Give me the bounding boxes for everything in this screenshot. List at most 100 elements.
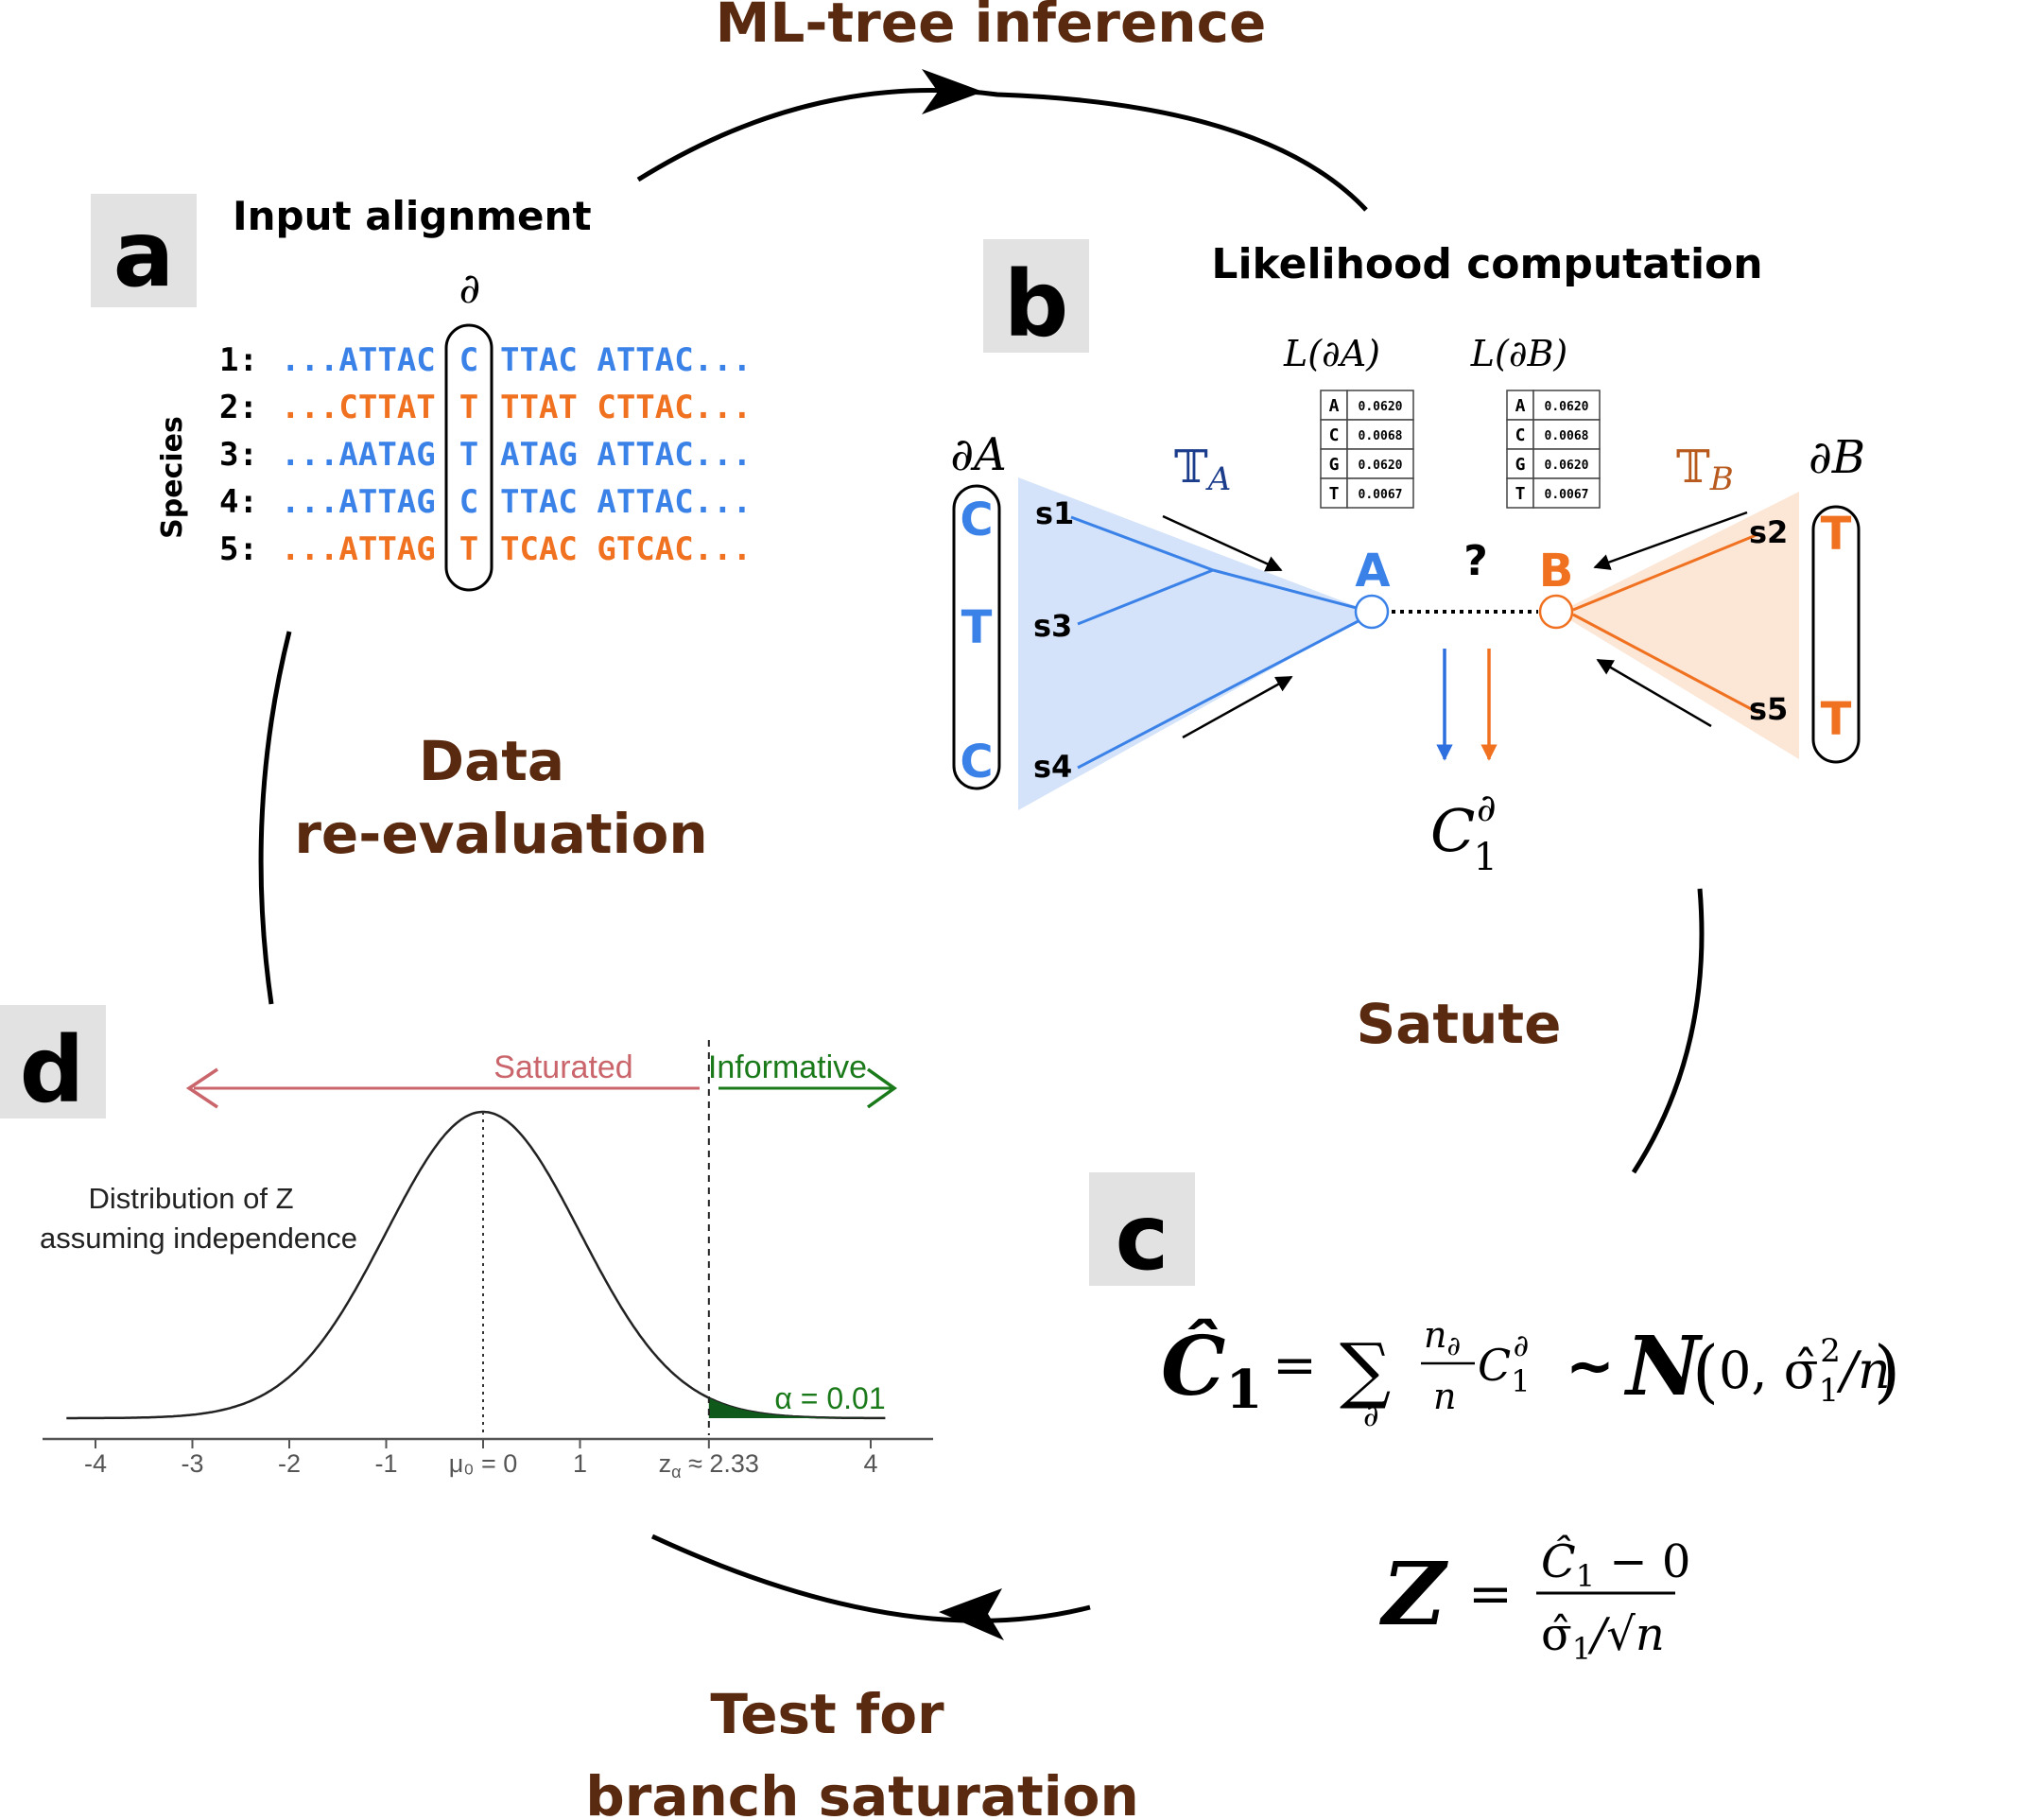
informative-arrowhead	[866, 1067, 898, 1109]
panel-c: c Ĉ1 = ∑ ∂ n∂ n C1∂ ~ N ( 0, σ̂12/n )	[1089, 1172, 1900, 1667]
table-base: T	[1515, 484, 1526, 504]
message-arrows	[1162, 511, 1748, 739]
alignment-rows: 1: ...ATTAC C TTAC ATTAC... 2: ...CTTAT T TTAT …	[219, 341, 752, 568]
table-cell	[1320, 390, 1348, 421]
leaf-label-s1: s1	[1035, 495, 1074, 531]
alignment-seq-left: ...ATTAG	[281, 530, 436, 568]
leaf-label-s2: s2	[1749, 514, 1788, 550]
table-value: 0.0068	[1359, 429, 1403, 443]
table-base: A	[1515, 396, 1526, 416]
svg-text:Z: Z	[1378, 1543, 1448, 1645]
table-value: 0.0067	[1545, 488, 1589, 502]
saturated-label: Saturated	[493, 1049, 632, 1085]
table-cell	[1532, 419, 1601, 450]
tree-B-branches	[1572, 532, 1759, 715]
cycle-arrows	[258, 69, 1705, 1640]
subset-B-label: ∂B	[1809, 431, 1865, 484]
panel-a-letter-box	[91, 194, 197, 307]
alignment-seq-right: TTAT CTTAC...	[500, 389, 752, 426]
cycle-label-branch-saturation: branch saturation	[585, 1764, 1139, 1820]
alignment-seq-right: TCAC GTCAC...	[500, 530, 752, 568]
table-value: 0.0067	[1359, 488, 1403, 502]
x-tick-label: -4	[84, 1449, 107, 1478]
panel-a: a Input alignment ∂ Species 1: ...ATTAC C T…	[91, 193, 752, 592]
x-tick-label: -2	[278, 1449, 301, 1478]
node-A-circle	[1354, 594, 1390, 630]
alignment-seq-left: ...CTTAT	[281, 389, 436, 426]
cycle-arrowhead-top	[922, 69, 983, 114]
subtree-B-shape	[1558, 492, 1799, 759]
node-B-label: B	[1539, 545, 1574, 598]
cycle-arc-left	[258, 631, 292, 1005]
species-axis-label: Species	[156, 416, 189, 539]
alignment-seq-right: ATAG ATTAC...	[500, 436, 752, 474]
table-cell	[1506, 390, 1534, 421]
subset-A-base: C	[960, 736, 993, 789]
estimator-equation: Ĉ1 = ∑ ∂ n∂ n C1∂ ~ N ( 0, σ̂12/n )	[1161, 1314, 1900, 1433]
distribution-label-line1: Distribution of Z	[88, 1182, 293, 1215]
table-base: T	[1329, 484, 1340, 504]
svg-text:n∂: n∂	[1424, 1314, 1461, 1361]
table-cell	[1320, 419, 1348, 450]
subset-A-base: C	[960, 494, 993, 546]
svg-text:C1∂: C1∂	[1478, 1327, 1531, 1399]
table-cell	[1346, 477, 1414, 509]
tree-A-branches	[1070, 515, 1372, 770]
informative-label: Informative	[708, 1049, 867, 1085]
subset-A-pill	[952, 484, 1001, 790]
density-plot: -4 -3 -2 -1 μ₀ = 0 1 zα ≈ 2.33 4	[43, 1040, 933, 1482]
saturated-arrowhead	[185, 1067, 218, 1109]
likelihood-table-B: A 0.0620 C 0.0068 G 0.0620 T 0.0067	[1506, 390, 1601, 509]
cycle-arc-top	[636, 88, 1368, 212]
table-value: 0.0068	[1545, 429, 1589, 443]
node-A-label: A	[1355, 545, 1390, 598]
cycle-label-test-for: Test for	[710, 1682, 944, 1746]
likelihood-A-label: L(∂A)	[1283, 333, 1380, 374]
subtree-A-shape	[1018, 477, 1373, 810]
table-cell	[1346, 419, 1414, 450]
panel-b-letter: b	[1004, 251, 1069, 357]
subset-B-pill	[1811, 505, 1861, 764]
alignment-site: T	[459, 530, 478, 568]
alignment-seq-left: ...ATTAC	[281, 341, 436, 379]
table-cell	[1532, 448, 1601, 479]
likelihood-table-A: A 0.0620 C 0.0068 G 0.0620 T 0.0067	[1320, 390, 1414, 509]
subtree-B-symbol: 𝕋B	[1676, 441, 1734, 498]
x-tick-label: 4	[863, 1449, 877, 1478]
svg-text:Ĉ1 − 0: Ĉ1 − 0	[1541, 1534, 1690, 1594]
panel-a-letter: a	[113, 201, 175, 307]
svg-text:~: ~	[1566, 1331, 1615, 1400]
svg-text:Ĉ1: Ĉ1	[1161, 1319, 1262, 1421]
panel-b-title: Likelihood computation	[1211, 240, 1762, 288]
subtree-A-symbol: 𝕋A	[1174, 441, 1231, 498]
alignment-seq-left: ...AATAG	[281, 436, 436, 474]
alignment-seq-right: TTAC ATTAC...	[500, 341, 752, 379]
svg-text:N: N	[1623, 1319, 1704, 1414]
alignment-row-number: 2:	[219, 389, 258, 426]
subset-B-base: T	[1821, 693, 1852, 746]
alpha-label: α = 0.01	[774, 1381, 885, 1415]
alignment-seq-right: TTAC ATTAC...	[500, 483, 752, 521]
subset-B-base: T	[1821, 508, 1852, 561]
svg-text:∂: ∂	[1363, 1397, 1379, 1433]
alignment-row-number: 4:	[219, 483, 258, 521]
alignment-site: T	[459, 389, 478, 426]
x-tick-label: 1	[573, 1449, 587, 1478]
table-base: A	[1329, 396, 1340, 416]
subset-A-label: ∂A	[950, 428, 1006, 481]
table-base: G	[1515, 455, 1526, 475]
rejection-region	[708, 1397, 884, 1418]
x-tick-label: -1	[374, 1449, 397, 1478]
alignment-seq-left: ...ATTAG	[281, 483, 436, 521]
likelihood-B-label: L(∂B)	[1470, 333, 1567, 374]
svg-text:σ̂1/√n: σ̂1/√n	[1541, 1608, 1665, 1667]
x-tick-label: μ₀ = 0	[449, 1449, 518, 1478]
branch-question-mark: ?	[1463, 537, 1488, 585]
cycle-arc-bottom	[650, 1534, 1091, 1623]
x-tick-label: zα ≈ 2.33	[659, 1449, 759, 1482]
leaf-label-s3: s3	[1033, 608, 1072, 644]
table-base: G	[1329, 455, 1340, 475]
panel-b-letter-box	[983, 239, 1089, 353]
cycle-label-data: Data	[419, 729, 564, 793]
